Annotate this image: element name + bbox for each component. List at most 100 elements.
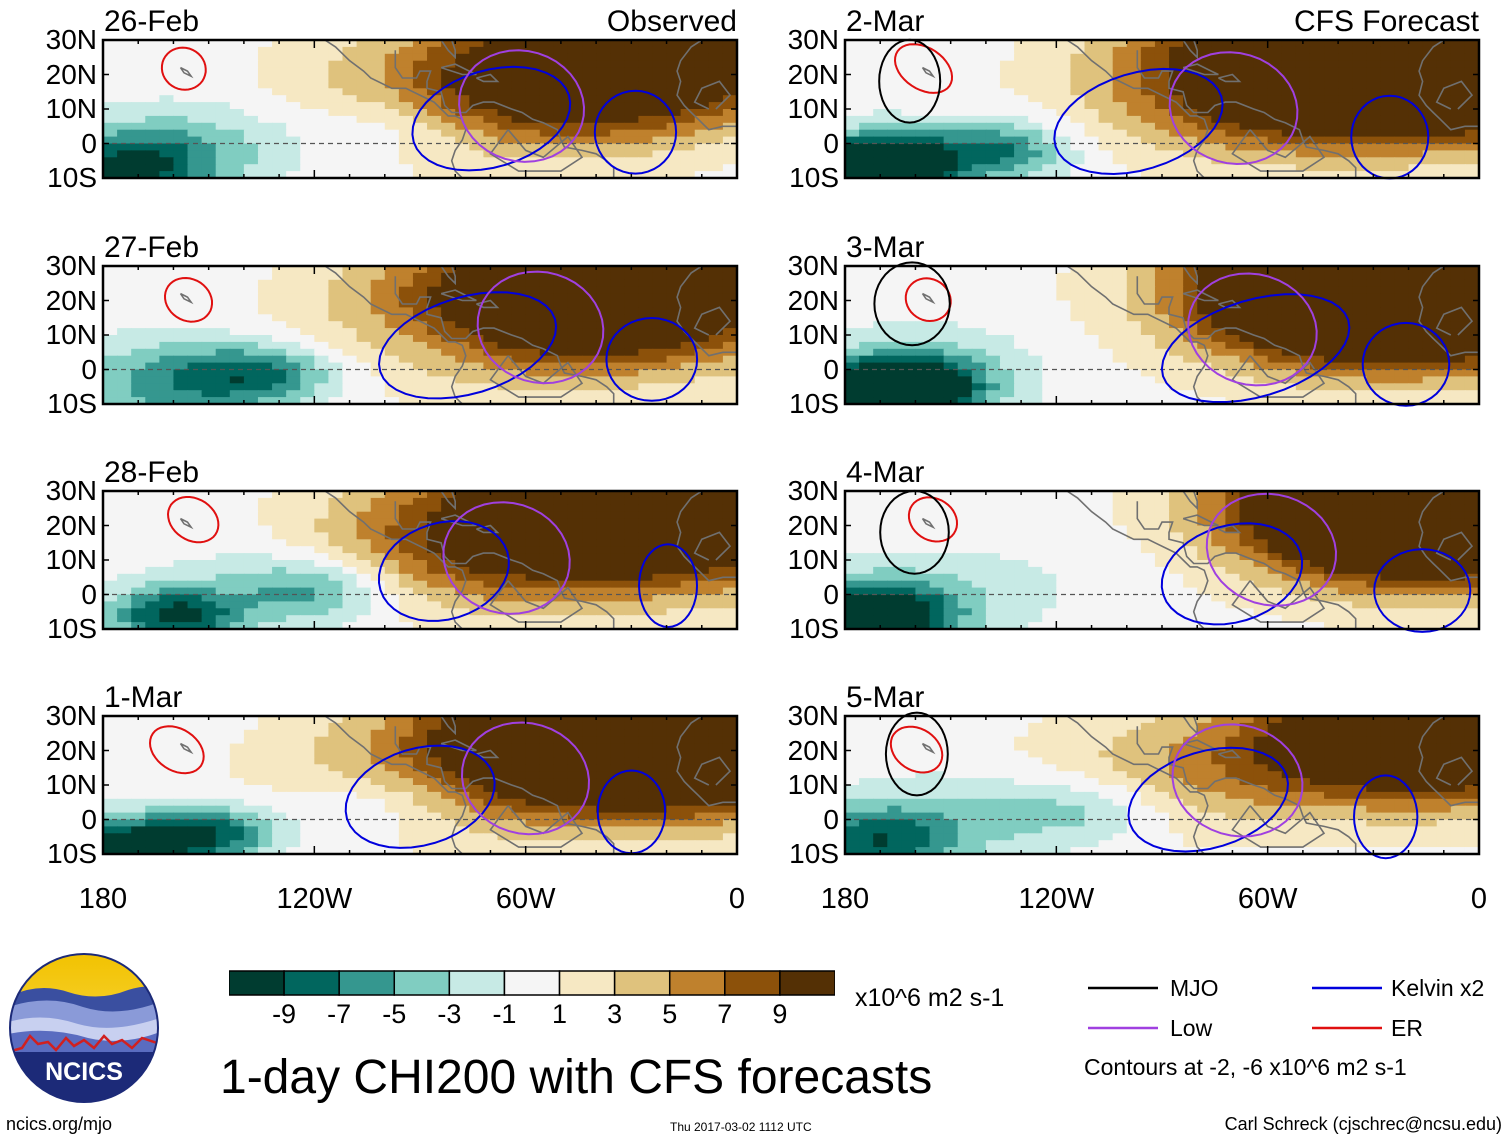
shade-cell: [159, 348, 175, 357]
shade-cell: [286, 279, 301, 288]
shade-cell: [314, 840, 330, 848]
shade-cell: [342, 511, 358, 520]
shade-cell: [652, 497, 668, 506]
shade-cell: [638, 716, 654, 724]
shade-cell: [145, 67, 160, 76]
shade-cell: [159, 46, 175, 55]
shade-cell: [398, 81, 414, 89]
shade-cell: [680, 580, 696, 589]
shade-cell: [257, 81, 273, 89]
shade-cell: [901, 171, 917, 179]
shade-cell: [511, 504, 527, 513]
shade-cell: [511, 95, 527, 103]
shade-cell: [483, 81, 499, 89]
shade-cell: [1014, 157, 1029, 165]
shade-cell: [887, 143, 902, 151]
shade-cell: [483, 369, 499, 377]
shade-cell: [582, 383, 597, 391]
shade-cell: [384, 321, 400, 329]
shade-cell: [582, 840, 597, 848]
shade-cell: [859, 102, 874, 110]
shade-cell: [708, 88, 724, 96]
shade-cell: [1154, 279, 1170, 288]
shade-cell: [272, 722, 287, 731]
shade-cell: [469, 321, 484, 329]
shade-cell: [539, 497, 555, 506]
shade-cell: [272, 109, 287, 117]
shade-cell: [1408, 88, 1424, 96]
shade-cell: [131, 601, 146, 609]
shade-cell: [666, 362, 682, 371]
coastline: [676, 39, 737, 131]
lat-label: 10S: [47, 162, 97, 193]
shade-cell: [117, 115, 132, 124]
shade-cell: [722, 594, 738, 602]
shade-cell: [145, 833, 160, 841]
shade-cell: [722, 491, 738, 499]
shade-cell: [314, 397, 330, 405]
shade-cell: [525, 518, 541, 527]
shade-cell: [286, 791, 301, 800]
shade-cell: [497, 383, 513, 391]
shade-cell: [215, 532, 231, 540]
shade-cell: [1281, 40, 1297, 48]
shade-cell: [1352, 143, 1367, 151]
shade-cell: [384, 60, 400, 69]
shade-cell: [286, 46, 301, 55]
shade-cell: [412, 157, 428, 165]
shade-cell: [1338, 88, 1353, 96]
shade-cell: [412, 369, 428, 377]
shade-cell: [708, 279, 724, 288]
shade-cell: [272, 757, 287, 765]
shade-cell: [1422, 102, 1438, 110]
shade-cell: [201, 46, 217, 55]
shade-cell: [342, 115, 358, 124]
shade-cell: [525, 615, 541, 623]
shade-cell: [398, 615, 414, 623]
shade-cell: [929, 164, 945, 172]
shade-cell: [708, 53, 724, 62]
shade-cell: [652, 335, 668, 343]
shade-cell: [159, 60, 175, 69]
shade-cell: [901, 81, 917, 89]
shade-cell: [638, 129, 654, 138]
shade-cell: [624, 355, 639, 364]
shade-cell: [201, 74, 217, 82]
shade-cell: [943, 279, 959, 288]
shade-cell: [1112, 115, 1128, 124]
shade-cell: [427, 722, 442, 731]
shade-cell: [1112, 129, 1128, 138]
shade-cell: [1070, 102, 1086, 110]
shade-cell: [873, 164, 888, 172]
shade-cell: [131, 376, 146, 384]
shade-cell: [412, 46, 428, 55]
shade-cell: [511, 622, 527, 630]
shade-cell: [117, 307, 132, 315]
shade-cell: [469, 164, 484, 172]
shade-cell: [1098, 74, 1114, 82]
shade-cell: [1295, 272, 1311, 281]
shade-cell: [201, 272, 217, 281]
shade-cell: [257, 355, 273, 364]
shade-cell: [398, 812, 414, 821]
shade-cell: [1380, 171, 1396, 179]
shade-cell: [215, 300, 231, 308]
shade-cell: [117, 594, 132, 602]
shade-cell: [441, 798, 456, 807]
shade-cell: [539, 115, 555, 124]
shade-cell: [300, 74, 315, 82]
shade-cell: [525, 376, 541, 384]
shade-cell: [131, 272, 146, 281]
shade-cell: [215, 847, 231, 855]
shade-cell: [398, 826, 414, 834]
shade-cell: [314, 122, 330, 131]
shade-cell: [243, 369, 259, 377]
shade-cell: [243, 314, 259, 322]
shade-cell: [1267, 266, 1283, 274]
shade-cell: [694, 504, 710, 513]
shade-cell: [1098, 157, 1114, 165]
shade-cell: [300, 573, 315, 582]
shade-cell: [469, 764, 484, 772]
shade-cell: [694, 369, 710, 377]
shade-cell: [624, 504, 639, 513]
